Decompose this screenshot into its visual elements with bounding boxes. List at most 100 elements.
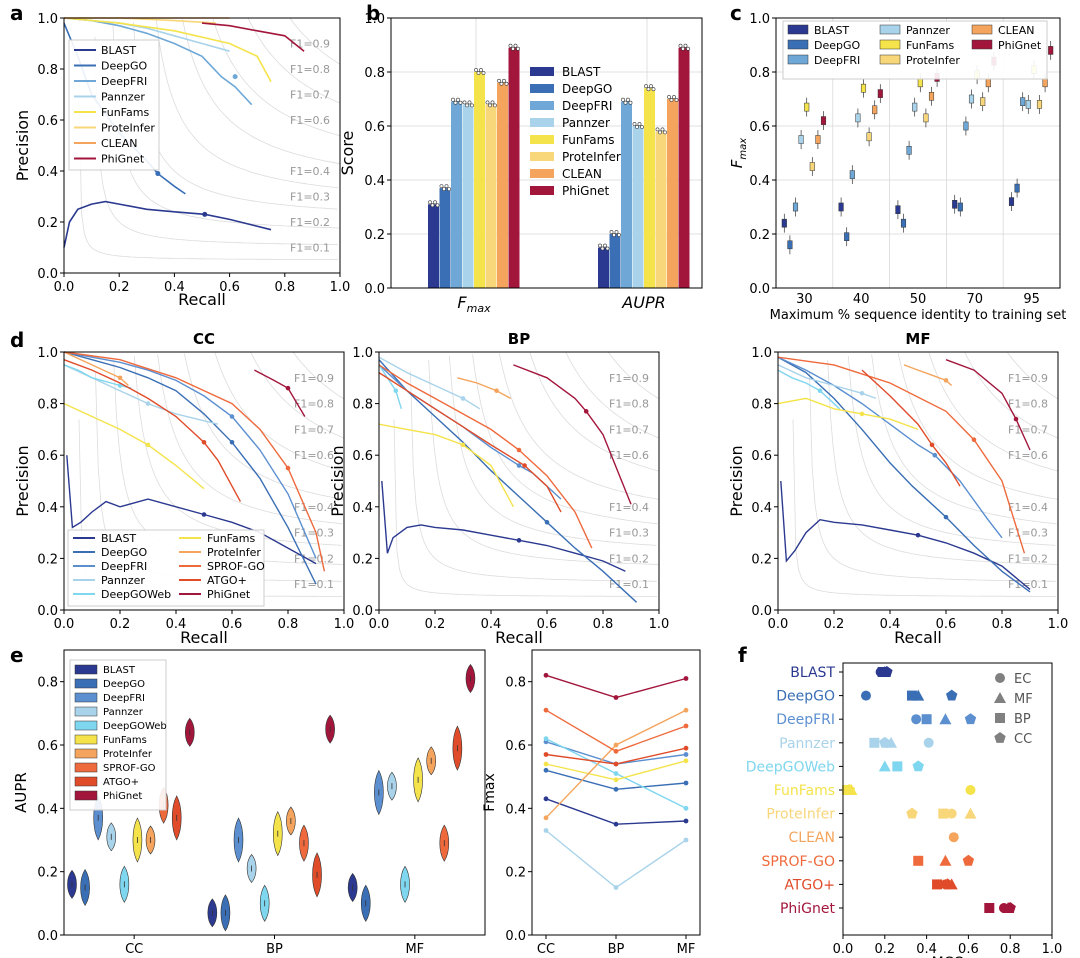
point-BP — [913, 855, 924, 866]
panel-d-MF: F1=0.9 F1=0.8 F1=0.7 F1=0.6 F1=0.4 F1=0.3 F1=0… — [727, 330, 1068, 647]
line-BLAST — [545, 798, 687, 825]
x-tick-label: BP — [608, 942, 625, 957]
bar-point — [669, 98, 674, 102]
y-tick-label: 0.6 — [751, 449, 772, 464]
curve-marker — [859, 411, 865, 417]
legend-label: PhiGnet — [998, 39, 1042, 52]
panel-d-frame — [777, 351, 1059, 611]
point-CC — [964, 713, 977, 725]
iso-f1-label: F1=0.2 — [290, 216, 330, 229]
box-FunFams — [804, 102, 810, 112]
curve-marker — [516, 538, 522, 543]
curve-marker — [929, 442, 935, 448]
curve-marker — [943, 378, 949, 383]
legend-label: FunFams — [101, 106, 149, 119]
iso-f1-label: F1=0.6 — [1008, 449, 1048, 462]
bar-point — [612, 233, 616, 237]
curve-marker — [201, 440, 207, 445]
box-Pannzer — [912, 102, 918, 112]
iso-f1-curve — [448, 355, 657, 546]
legend-label: DeepFRI — [103, 693, 145, 704]
bar-point — [481, 71, 486, 75]
line-point — [683, 745, 689, 751]
point-BP — [938, 808, 949, 819]
iso-f1-label: F1=0.6 — [294, 449, 334, 462]
y-tick-label: 0.6 — [364, 120, 385, 135]
point-CC — [906, 807, 918, 819]
y-tick-label: 0.2 — [751, 552, 772, 567]
bar-point — [621, 97, 625, 102]
curve-PhiGnet — [945, 359, 1031, 451]
line-point — [683, 676, 689, 681]
iso-f1-curve — [871, 354, 1057, 525]
legend-box — [67, 529, 265, 607]
y-tick-label: 0.4 — [751, 501, 772, 516]
curve-marker — [232, 74, 238, 80]
legend-swatch — [74, 678, 98, 689]
y-axis-label: Fmax — [728, 138, 749, 169]
point-EC — [923, 737, 934, 748]
method-label: ProteInfer — [766, 807, 835, 823]
x-tick-label: 50 — [910, 292, 927, 307]
box-DeepGO — [844, 232, 850, 241]
bar-point — [428, 200, 432, 205]
curve-DeepGO — [777, 356, 1031, 593]
x-tick-label: 0.8 — [274, 280, 295, 295]
iso-f1-curve — [472, 354, 658, 525]
curve-marker — [145, 401, 151, 406]
panel-e-violin: 0.0 0.2 0.4 0.6 0.8 AUPR CC BP MF BLAST DeepGO Deep… — [12, 659, 476, 957]
iso-f1-curve — [928, 352, 1058, 472]
iso-f1-label: F1=0.1 — [294, 578, 334, 591]
bar-point — [442, 187, 446, 192]
point-MF — [878, 760, 891, 772]
y-axis-label: Score — [338, 131, 357, 176]
method-label: DeepGOWeb — [746, 759, 835, 775]
iso-f1-curve — [183, 353, 344, 500]
iso-f1-label: F1=0.4 — [290, 165, 330, 178]
bar-point — [651, 87, 656, 92]
line-point — [613, 761, 619, 767]
legend-swatch — [879, 39, 901, 50]
method-label: PhiGnet — [780, 901, 836, 917]
x-axis-label: Recall — [495, 628, 543, 647]
iso-f1-curve — [1007, 352, 1059, 400]
legend-label: SPROF-GO — [103, 763, 156, 774]
point-BP — [984, 903, 995, 913]
curve-Pannzer — [378, 356, 481, 410]
x-tick-label: CC — [125, 942, 143, 957]
y-tick-label: 0.8 — [749, 66, 770, 81]
x-tick-label: 0.4 — [166, 617, 187, 632]
legend: BLAST DeepGO DeepFRI Pannzer FunFams ProteInf… — [782, 20, 1048, 80]
box-CLEAN — [815, 135, 821, 144]
curve-marker — [583, 409, 589, 414]
legend-label: BLAST — [814, 24, 849, 37]
curve-DeepGOWeb — [777, 369, 841, 410]
line-point — [613, 748, 619, 754]
bar-point — [451, 97, 455, 102]
x-tick-label: 1.0 — [1048, 617, 1069, 632]
bar-point — [488, 103, 492, 108]
iso-f1-label: F1=0.9 — [609, 372, 649, 385]
x-tick-label: 0.4 — [916, 942, 937, 957]
panel-e-lines-frame — [531, 649, 701, 936]
bar-point — [655, 127, 660, 132]
curve-marker — [202, 211, 208, 217]
point-CC — [941, 878, 954, 890]
box-PhiGnet — [877, 89, 883, 98]
iso-f1-curve — [112, 25, 340, 229]
iso-f1-curve — [155, 20, 339, 189]
iso-f1-curve — [247, 18, 340, 104]
y-tick-label: 0.8 — [364, 66, 385, 81]
box-PhiGnet — [1048, 46, 1054, 55]
box-DeepFRI — [792, 202, 799, 212]
curve-marker — [229, 414, 235, 419]
x-tick-label: 0.6 — [219, 280, 240, 295]
bar-point — [686, 46, 690, 51]
legend-label: CLEAN — [562, 167, 602, 181]
bar-point — [513, 43, 518, 48]
line-point — [683, 752, 689, 757]
legend-label: SPROF-GO — [207, 560, 265, 573]
line-point — [543, 796, 549, 802]
box-BLAST — [1008, 197, 1015, 206]
legend-swatch — [787, 39, 809, 50]
